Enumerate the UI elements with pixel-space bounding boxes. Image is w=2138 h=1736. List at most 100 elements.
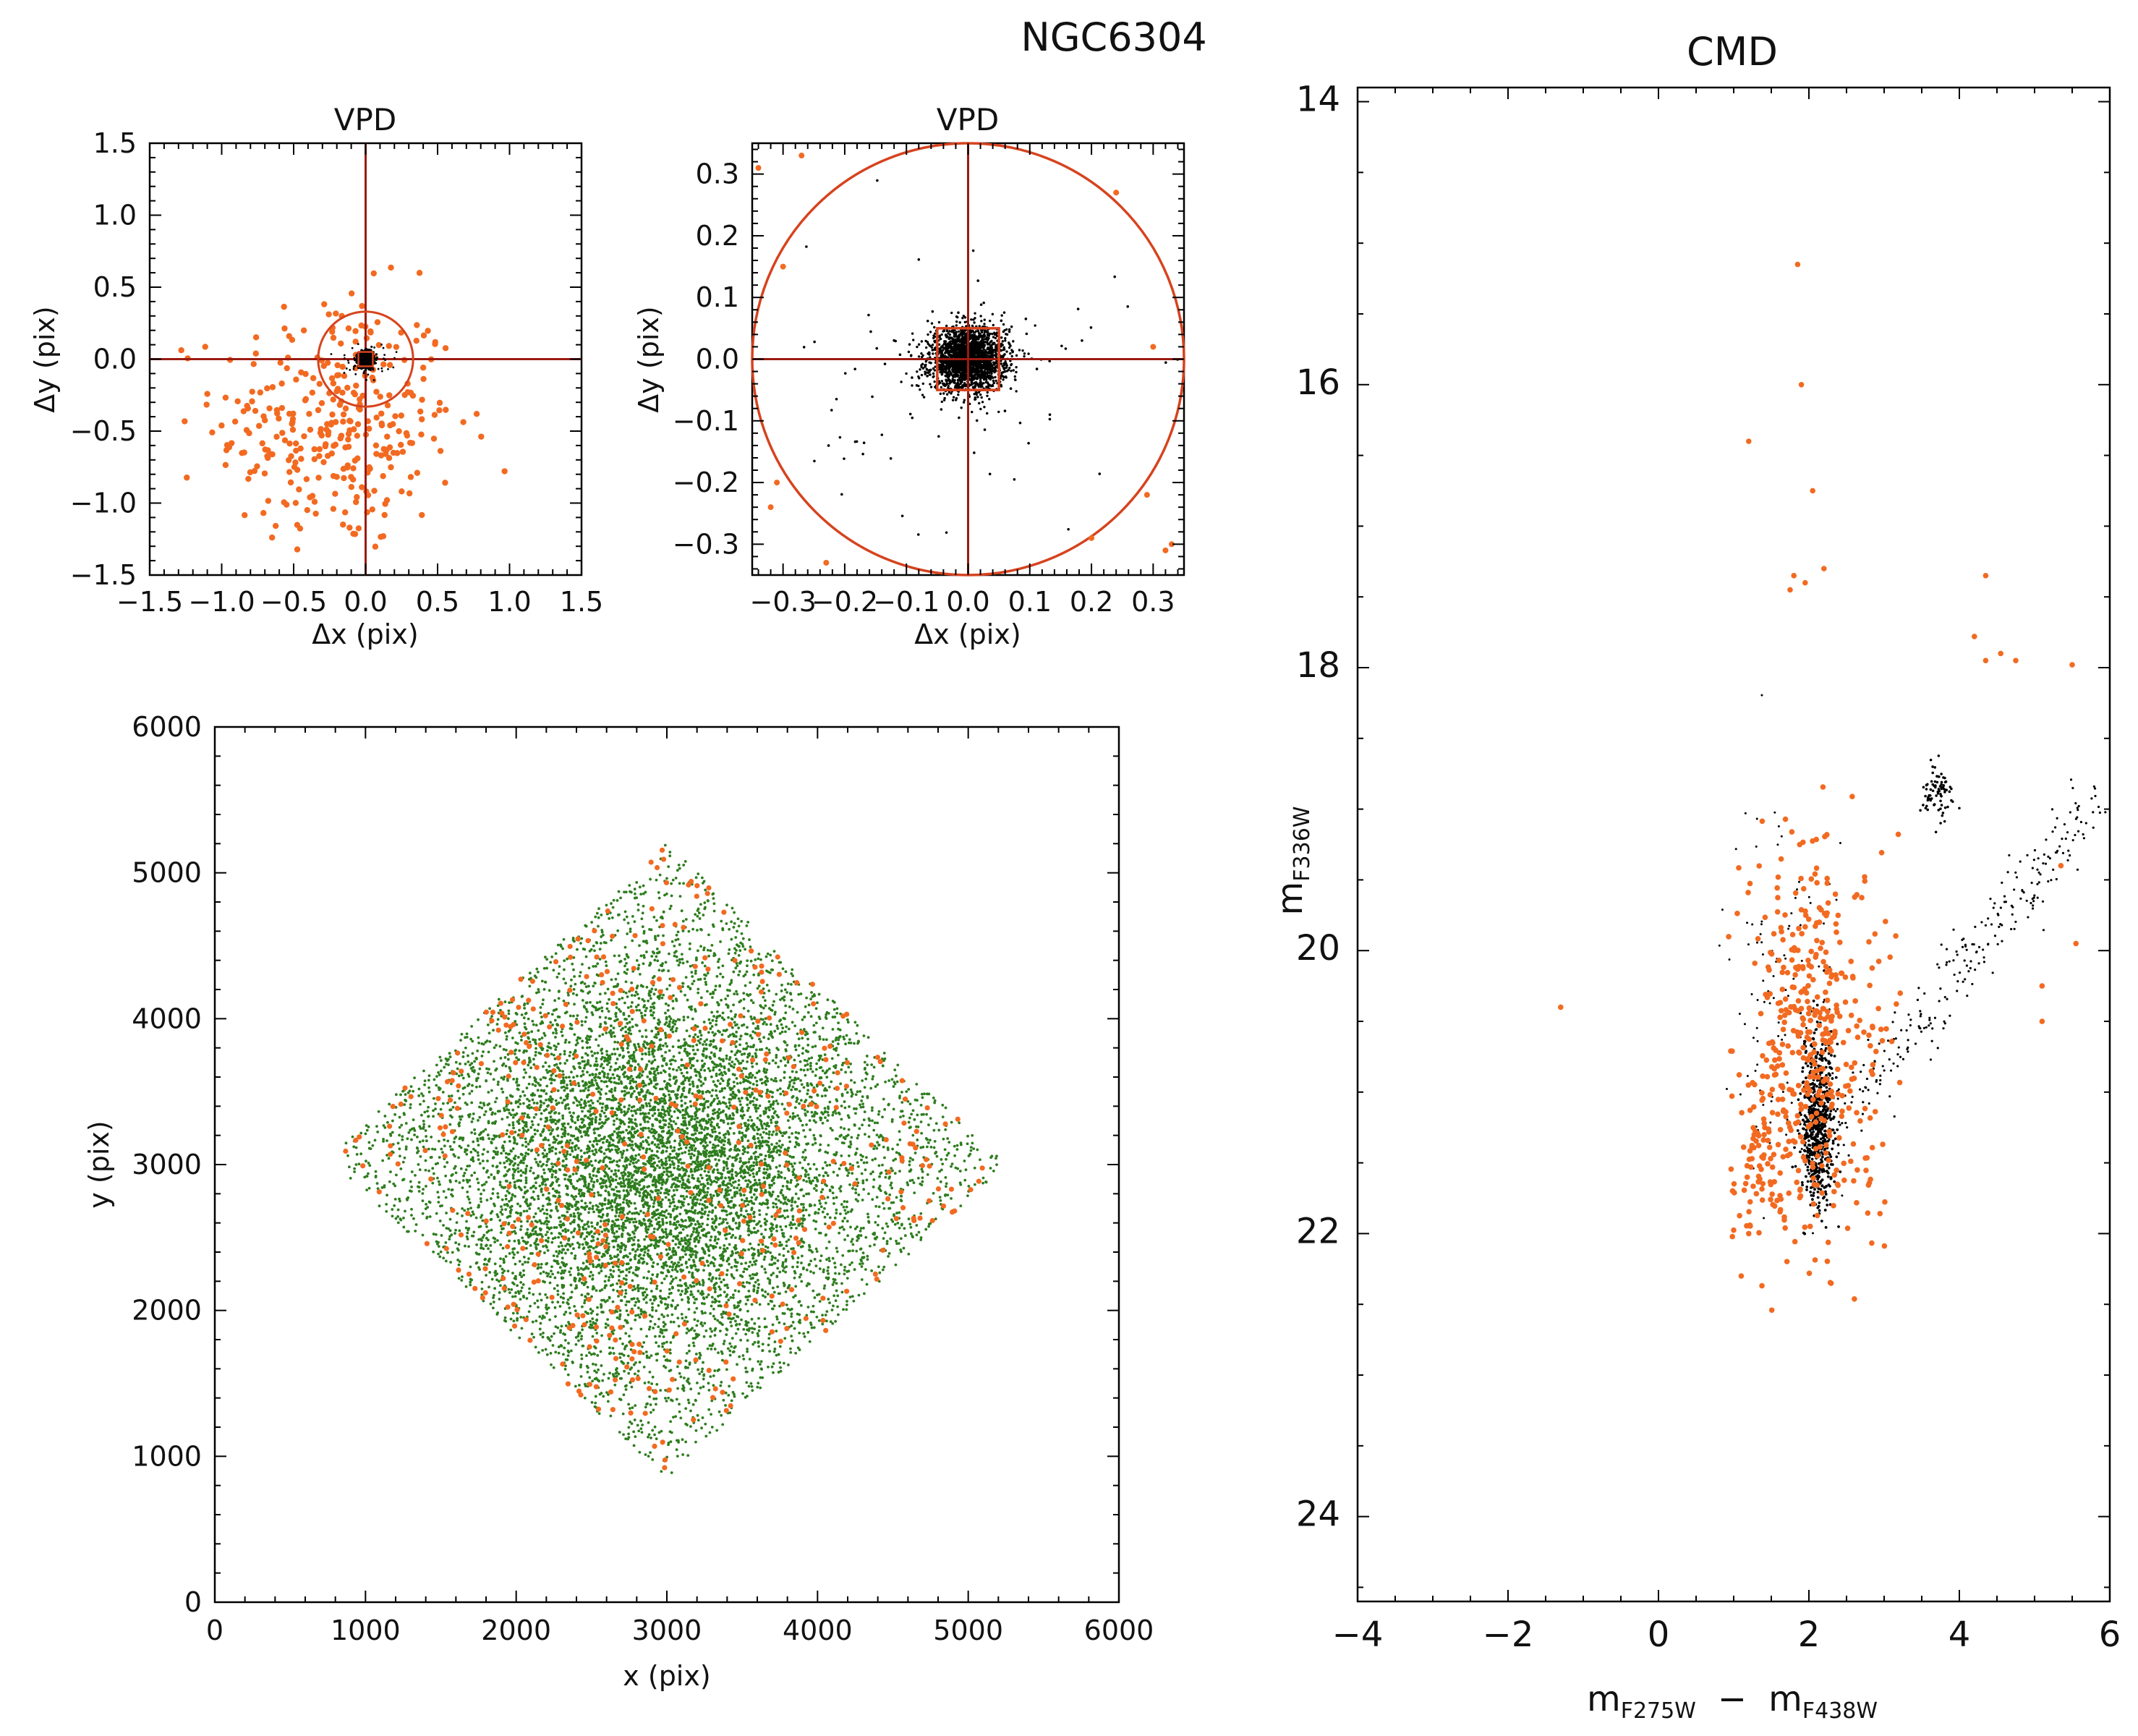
vpd-wide-field-point: [380, 473, 386, 480]
vpd-zoom-member-point: [992, 323, 995, 327]
vpd-zoom-member-point: [963, 316, 967, 319]
vpd-wide-member-point: [347, 362, 350, 364]
vpd-zoom-member-point: [919, 388, 921, 391]
vpd-wide-field-point: [382, 501, 388, 507]
map-member-point: [610, 916, 614, 919]
vpd-zoom-outlier-point: [1081, 339, 1083, 342]
vpd-zoom-member-point: [956, 383, 959, 386]
vpd-zoom-outlier-point: [900, 514, 904, 518]
vpd-wide-points: [178, 264, 508, 553]
vpd-zoom-member-point: [957, 345, 960, 348]
vpd-zoom-member-point: [985, 386, 988, 388]
map-member-point: [707, 1293, 710, 1296]
vpd-wide-member-point: [355, 358, 358, 361]
vpd-wide-field-point: [311, 446, 318, 453]
vpd-wide-field-point: [431, 412, 438, 418]
y-tick-label: −0.3: [673, 528, 739, 560]
vpd-zoom-member-point: [963, 378, 966, 381]
vpd-zoom-member-point: [946, 375, 950, 379]
vpd-zoom-field-point: [767, 504, 774, 511]
vpd-zoom-member-point: [947, 379, 950, 382]
map-member-point: [848, 1105, 851, 1108]
vpd-wide-field-point: [276, 415, 282, 422]
vpd-wide-field-point: [393, 450, 401, 456]
vpd-zoom-outlier-point: [1008, 330, 1011, 333]
vpd-zoom-member-point: [932, 367, 935, 370]
x-tick-label: 0.2: [1070, 586, 1113, 618]
vpd-wide-member-point: [360, 349, 363, 352]
vpd-wide-field-point: [202, 344, 208, 350]
vpd-zoom-field-point: [780, 263, 786, 270]
vpd-wide-field-point: [352, 391, 358, 398]
vpd-zoom-member-point: [929, 383, 932, 386]
vpd-wide-field-point: [403, 430, 410, 437]
vpd-zoom-member-point: [947, 353, 950, 357]
vpd-zoom-member-point: [937, 320, 941, 324]
vpd-zoom-member-point: [920, 373, 924, 377]
map-member-point: [688, 1034, 691, 1038]
vpd-zoom-member-point: [974, 398, 977, 401]
y-tick-label: 0.5: [93, 271, 137, 303]
vpd-zoom-outlier-point: [1076, 307, 1080, 310]
vpd-wide-field-point: [277, 359, 284, 366]
vpd-wide-field-point: [252, 350, 259, 357]
map-member-point: [528, 1207, 532, 1210]
map-member-point: [657, 1071, 660, 1075]
vpd-zoom-member-point: [933, 326, 936, 329]
map-member-point: [541, 1194, 545, 1196]
vpd-zoom-member-point: [997, 410, 1000, 414]
vpd-zoom-member-point: [931, 344, 934, 346]
map-member-point: [749, 1115, 752, 1119]
vpd-zoom-member-point: [1015, 354, 1018, 357]
vpd-zoom-outlier-point: [869, 330, 872, 333]
vpd-wide-field-point: [341, 475, 347, 482]
map-member-point: [736, 1327, 740, 1331]
map-member-point: [574, 1148, 577, 1152]
vpd-wide-field-point: [350, 465, 357, 472]
vpd-zoom-member-point: [952, 396, 955, 399]
vpd-zoom-member-point: [955, 397, 958, 400]
map-member-point: [580, 1199, 584, 1203]
map-member-point: [561, 1229, 565, 1233]
vpd-wide-field-point: [182, 418, 188, 425]
vpd-zoom-outlier-point: [827, 444, 830, 447]
vpd-zoom-member-point: [938, 336, 941, 339]
y-tick-label: −0.2: [673, 467, 739, 498]
vpd-zoom-member-point: [932, 372, 935, 375]
vpd-wide-field-point: [243, 427, 250, 433]
vpd-zoom-member-point: [1004, 375, 1008, 378]
vpd-zoom-member-point: [919, 368, 921, 371]
vpd-zoom-member-point: [932, 352, 934, 355]
vpd-wide-field-point: [437, 448, 444, 454]
vpd-zoom-member-point: [940, 351, 943, 354]
vpd-wide-field-point: [287, 479, 294, 486]
vpd-wide-field-point: [269, 451, 276, 458]
map-member-point: [846, 1220, 849, 1223]
vpd-wide-field-point: [501, 468, 508, 475]
vpd-wide-field-point: [351, 426, 357, 433]
map-member-point: [749, 1260, 752, 1264]
vpd-zoom-member-point: [1000, 375, 1002, 378]
map-member-point: [659, 1191, 663, 1195]
vpd-zoom-member-point: [990, 376, 993, 379]
vpd-wide-field-point: [303, 476, 310, 482]
vpd-zoom-member-point: [933, 335, 937, 339]
vpd-zoom-outlier-point: [830, 409, 833, 412]
vpd-zoom-member-point: [964, 329, 967, 332]
vpd-zoom-member-point: [929, 362, 932, 365]
map-member-point: [714, 984, 717, 988]
vpd-wide-field-point: [268, 534, 276, 541]
map-member-point: [861, 1095, 864, 1099]
vpd-wide-field-point: [293, 447, 299, 454]
map-member-point: [574, 1309, 577, 1313]
vpd-wide-field-point: [417, 408, 424, 415]
vpd-zoom-member-point: [951, 399, 955, 401]
vpd-zoom-member-point: [984, 338, 987, 341]
y-tick-label: 0.0: [93, 344, 137, 375]
vpd-zoom-member-point: [974, 347, 976, 350]
vpd-zoom-outlier-point: [973, 451, 976, 454]
map-member-point: [767, 1048, 771, 1052]
vpd-zoom-member-point: [949, 346, 952, 349]
vpd-zoom-outlier-point: [979, 303, 983, 306]
vpd-wide-member-point: [383, 357, 385, 360]
